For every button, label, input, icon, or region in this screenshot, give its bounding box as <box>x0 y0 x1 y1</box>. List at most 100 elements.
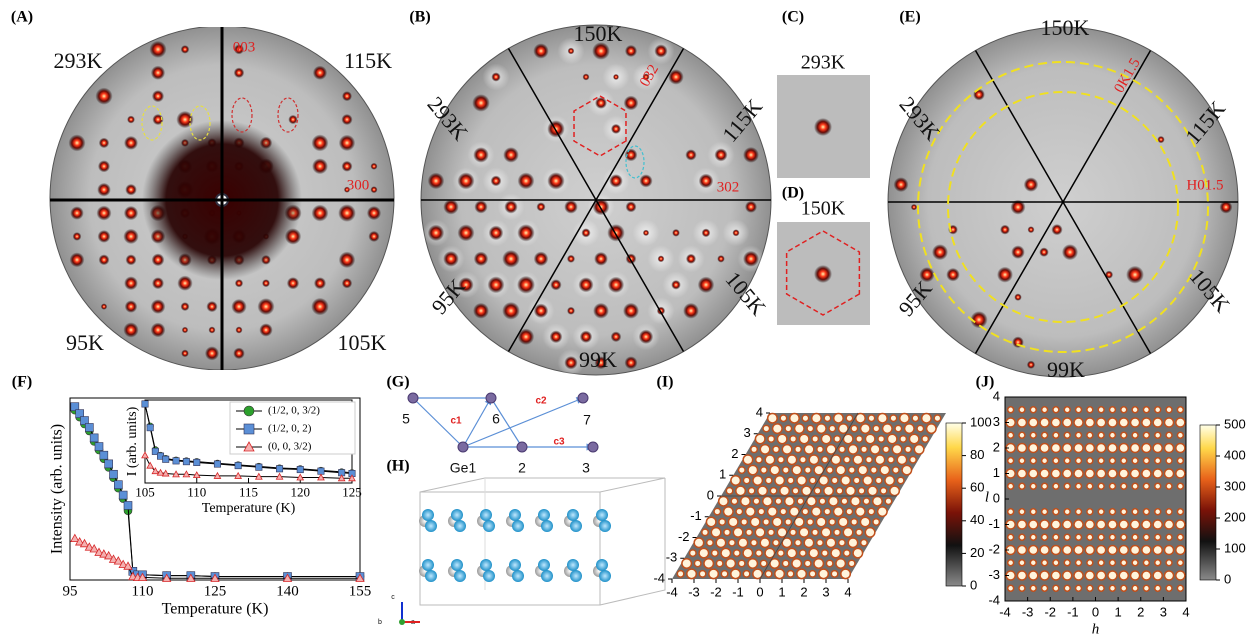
peak <box>846 415 852 421</box>
peak <box>743 455 752 464</box>
x-tick-label: 0 <box>1092 604 1099 619</box>
peak <box>775 569 784 578</box>
colorbar <box>1199 424 1217 581</box>
x-tick-label: -4 <box>666 584 678 599</box>
peak <box>1131 546 1139 554</box>
peak <box>878 507 887 516</box>
peak <box>1166 484 1172 489</box>
peak <box>861 446 867 452</box>
peak <box>822 528 831 537</box>
peak <box>841 498 847 504</box>
diffraction-spot <box>150 65 166 80</box>
marker <box>182 458 190 466</box>
peak <box>1040 418 1049 427</box>
diffraction-spot <box>180 45 190 54</box>
panel-label: (D) <box>782 185 804 202</box>
peak <box>1029 418 1038 427</box>
peak <box>736 486 745 495</box>
diffraction-spot <box>208 326 216 334</box>
peak <box>905 446 911 452</box>
y-tick-label: 2 <box>993 439 1000 454</box>
peak <box>1018 571 1026 580</box>
diffraction-spot <box>581 228 591 238</box>
peak <box>1132 407 1138 412</box>
q-ring <box>917 61 1209 353</box>
marker <box>161 573 172 582</box>
marker <box>296 473 305 481</box>
peak <box>1074 444 1083 452</box>
x-tick-label: 125 <box>342 484 362 499</box>
peak <box>868 415 874 421</box>
peak <box>739 467 745 473</box>
peak <box>743 549 752 558</box>
peak <box>1165 444 1173 452</box>
peak <box>1063 469 1072 478</box>
diffraction-spot <box>594 356 608 370</box>
peak <box>678 571 684 577</box>
peak <box>1006 571 1015 580</box>
peak <box>890 415 896 421</box>
x-tick-label: 155 <box>349 583 372 599</box>
peak <box>707 517 716 526</box>
diffraction-spot <box>623 302 639 319</box>
peak <box>1086 444 1094 452</box>
peak <box>800 457 806 463</box>
peak <box>1031 586 1036 591</box>
marker <box>355 573 365 582</box>
y-axis-label: Intensity (arb. units) <box>49 424 66 554</box>
diffraction-spot <box>638 329 654 344</box>
diffraction-spot <box>547 172 565 190</box>
atom <box>567 509 579 521</box>
peak <box>1052 546 1060 554</box>
diffraction-spot <box>683 302 699 319</box>
peak <box>834 529 840 535</box>
peak <box>802 509 808 515</box>
peak <box>848 538 857 547</box>
peak <box>853 549 862 558</box>
peak <box>922 414 931 423</box>
peak <box>748 559 757 568</box>
peak <box>792 466 801 475</box>
marker <box>89 543 99 553</box>
marker <box>118 559 128 568</box>
peak <box>822 457 828 463</box>
peak <box>805 560 811 566</box>
diffraction-spot <box>473 302 489 319</box>
peak <box>922 436 928 442</box>
diffraction-spot <box>176 110 194 129</box>
peak <box>756 528 765 537</box>
peak <box>690 550 696 556</box>
peak <box>1165 418 1173 427</box>
marker <box>151 467 160 475</box>
atom <box>516 441 528 453</box>
x-tick-label: 4 <box>1182 604 1189 619</box>
peak <box>1042 560 1047 565</box>
peak <box>780 415 786 421</box>
index-label: 300 <box>347 177 370 193</box>
peak <box>910 434 919 443</box>
diffraction-spot <box>338 134 356 152</box>
peak <box>1019 433 1025 438</box>
diffraction-spot <box>672 228 680 237</box>
peak <box>746 507 755 516</box>
diffraction-spot <box>95 87 113 105</box>
peak <box>795 517 804 526</box>
peak <box>795 540 801 546</box>
peak <box>1131 469 1139 478</box>
marker <box>234 471 243 479</box>
atom <box>483 520 495 532</box>
peak <box>1086 469 1094 478</box>
peak <box>773 424 782 433</box>
peak <box>1042 535 1047 540</box>
diffraction-spot <box>578 277 594 293</box>
peak <box>853 455 862 464</box>
panel-text: Ge1 <box>450 460 477 476</box>
atom <box>451 559 463 571</box>
y-tick-label: 1 <box>719 467 726 482</box>
hexagon-marker <box>573 95 627 157</box>
y-tick-label: -4 <box>653 570 665 585</box>
peak <box>1053 535 1059 540</box>
peak <box>1132 509 1138 514</box>
diffraction-spot <box>1011 245 1025 259</box>
diffraction-spot <box>732 229 740 237</box>
